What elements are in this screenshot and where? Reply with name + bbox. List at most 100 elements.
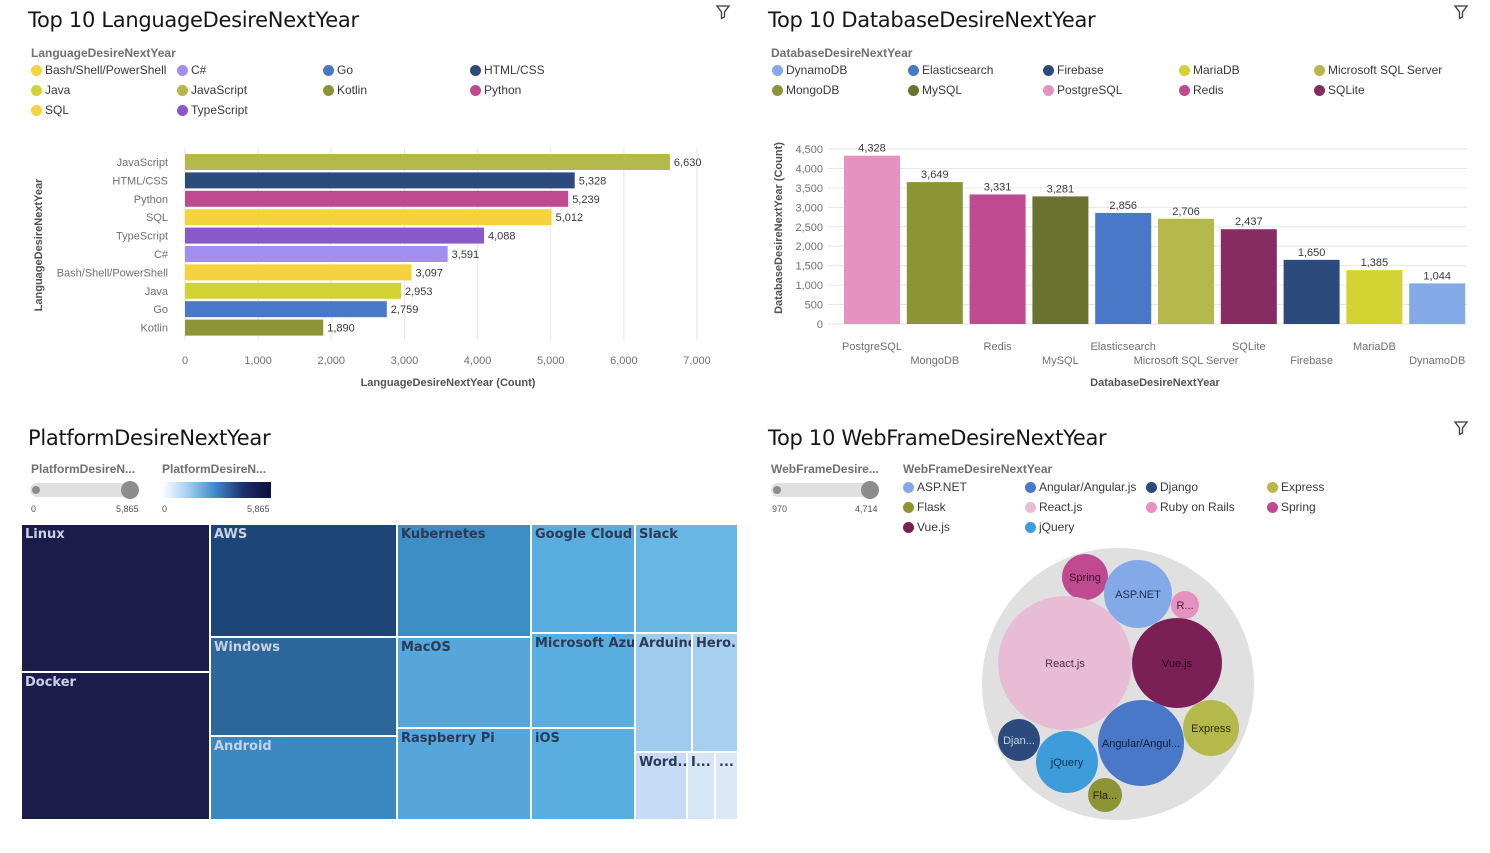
legend-item[interactable]: Go [323, 63, 353, 77]
legend-item[interactable]: MySQL [908, 83, 962, 97]
bar [185, 172, 575, 189]
database-bar-chart: 0 500 1,000 1,500 2,000 2,500 3,000 3,500 4,000 4… [773, 142, 1467, 389]
legend-item[interactable]: Express [1267, 480, 1324, 494]
legend-label: SQL [45, 103, 70, 117]
legend-item[interactable]: Kotlin [323, 83, 367, 97]
legend-swatch [1043, 64, 1054, 76]
legend-item[interactable]: Django [1146, 480, 1198, 494]
legend-item[interactable]: Vue.js [903, 520, 950, 534]
legend-item[interactable]: MariaDB [1179, 63, 1240, 77]
slider-min-handle[interactable] [773, 486, 781, 494]
legend-swatch [177, 84, 188, 96]
filter-icon[interactable] [1453, 420, 1469, 436]
slider-min-handle[interactable] [32, 486, 40, 494]
legend-item[interactable]: Firebase [1043, 63, 1104, 77]
size-legend-slider[interactable] [771, 483, 879, 497]
legend-item[interactable]: jQuery [1025, 520, 1074, 534]
legend-item[interactable]: Microsoft SQL Server [1314, 63, 1442, 77]
treemap-cell[interactable]: Google Cloud ... [531, 524, 635, 633]
legend-label: DynamoDB [786, 63, 848, 77]
data-label: 5,328 [579, 175, 607, 187]
size-legend-title: WebFrameDesire... [771, 462, 879, 476]
data-label: 2,437 [1235, 216, 1263, 228]
legend-swatch [1179, 64, 1190, 76]
legend-title: WebFrameDesireNextYear [903, 462, 1053, 476]
legend-item[interactable]: JavaScript [177, 83, 247, 97]
treemap-cell[interactable]: Kubernetes [397, 524, 531, 637]
legend-item[interactable]: HTML/CSS [470, 63, 545, 77]
panel-webframe: Top 10 WebFrameDesireNextYear WebFrameDe… [745, 420, 1490, 853]
legend-item[interactable]: C# [177, 63, 206, 77]
legend-item[interactable]: MongoDB [772, 83, 839, 97]
treemap-cell[interactable]: AWS [210, 524, 397, 637]
legend-swatch [1025, 501, 1036, 513]
legend-item[interactable]: Flask [903, 500, 946, 514]
treemap-cell[interactable]: Word... [635, 752, 687, 820]
treemap-cell[interactable]: Arduino [635, 633, 692, 752]
legend-item[interactable]: PostgreSQL [1043, 83, 1122, 97]
legend-label: Spring [1281, 500, 1316, 514]
legend-item[interactable]: Angular/Angular.js [1025, 480, 1136, 494]
language-bar-chart: 0 1,000 2,000 3,000 4,000 5,000 6,000 7,000 Java… [33, 148, 711, 389]
treemap-cell[interactable]: Hero... [692, 633, 738, 752]
size-legend-slider[interactable] [30, 483, 138, 497]
y-tick-label: Python [134, 194, 168, 206]
legend-item[interactable]: Spring [1267, 500, 1316, 514]
legend-swatch [903, 501, 914, 513]
legend-label: HTML/CSS [484, 63, 545, 77]
bar [844, 155, 900, 324]
legend-item[interactable]: SQL [31, 103, 69, 117]
y-tick-label: 3,500 [795, 183, 823, 195]
treemap-cell[interactable]: Microsoft Azure [531, 633, 635, 728]
treemap-cell[interactable]: ... [715, 752, 738, 820]
treemap-cell[interactable]: Android [210, 736, 397, 820]
legend-label: Ruby on Rails [1160, 500, 1235, 514]
legend-swatch [903, 481, 914, 493]
legend-item[interactable]: Bash/Shell/PowerShell [31, 63, 166, 77]
slider-max-handle[interactable] [861, 481, 879, 499]
legend-label: Flask [917, 500, 946, 514]
legend-item[interactable]: SQLite [1314, 83, 1365, 97]
treemap-label: Word... [639, 755, 687, 770]
legend-item[interactable]: Python [470, 83, 521, 97]
bubble-label: Fla... [1093, 790, 1117, 802]
legend-title: LanguageDesireNextYear [31, 46, 176, 60]
y-axis-label: DatabaseDesireNextYear (Count) [773, 142, 785, 314]
y-tick-label: 1,500 [795, 261, 823, 273]
legend-label: Java [45, 83, 71, 97]
treemap-cell[interactable]: Linux [21, 524, 210, 672]
legend-item[interactable]: TypeScript [177, 103, 248, 117]
treemap-label: I... [691, 755, 711, 770]
treemap-cell[interactable]: MacOS [397, 637, 531, 728]
legend-item[interactable]: Redis [1179, 83, 1224, 97]
data-label: 1,385 [1361, 257, 1389, 269]
legend-label: MariaDB [1193, 63, 1240, 77]
treemap-cell[interactable]: I... [687, 752, 715, 820]
data-label: 6,630 [674, 157, 702, 169]
bar [185, 301, 387, 318]
treemap-cell[interactable]: Windows [210, 637, 397, 736]
bubble-label: React.js [1045, 658, 1085, 670]
treemap-cell[interactable]: Raspberry Pi [397, 728, 531, 820]
treemap-cell[interactable]: Slack [635, 524, 738, 633]
legend-item[interactable]: Java [31, 83, 70, 97]
data-label: 5,012 [556, 212, 584, 224]
data-label: 2,706 [1172, 206, 1200, 218]
slider-max-handle[interactable] [121, 481, 139, 499]
bubble [1088, 778, 1122, 812]
treemap-cell[interactable]: Docker [21, 672, 210, 820]
bar [185, 319, 324, 336]
bar [185, 190, 569, 207]
filter-icon[interactable] [1453, 4, 1469, 20]
legend-item[interactable]: DynamoDB [772, 63, 847, 77]
legend-item[interactable]: React.js [1025, 500, 1082, 514]
filter-icon[interactable] [715, 4, 731, 20]
chart-title: Top 10 DatabaseDesireNextYear [768, 8, 1096, 32]
legend-item[interactable]: Ruby on Rails [1146, 500, 1235, 514]
y-tick-label: TypeScript [116, 231, 168, 243]
chart-title: Top 10 WebFrameDesireNextYear [768, 426, 1107, 450]
legend-item[interactable]: Elasticsearch [908, 63, 993, 77]
treemap-cell[interactable]: iOS [531, 728, 635, 820]
size-legend-title: PlatformDesireN... [31, 462, 136, 476]
legend-item[interactable]: ASP.NET [903, 480, 967, 494]
